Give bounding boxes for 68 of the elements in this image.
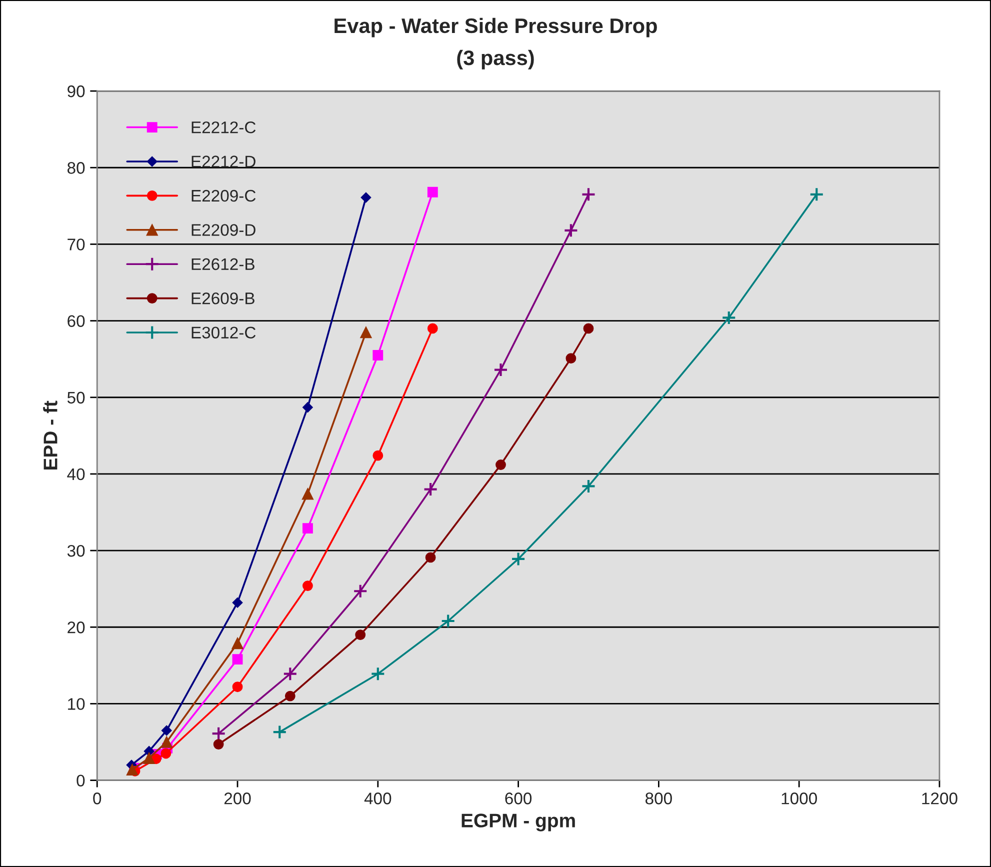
y-tick-label: 60	[68, 315, 85, 327]
y-tick-label: 20	[68, 622, 85, 634]
point	[427, 323, 438, 334]
point	[355, 630, 366, 640]
chart-title: Evap - Water Side Pressure Drop	[334, 18, 657, 38]
y-tick-label: 10	[68, 698, 85, 710]
point	[126, 764, 138, 776]
point	[370, 666, 386, 682]
x-tick-label: 400	[364, 792, 392, 804]
point	[566, 353, 576, 364]
point	[302, 580, 313, 591]
point	[360, 326, 372, 338]
legend-label: E2612-B	[192, 258, 254, 270]
point	[161, 725, 172, 736]
legend-label: E3012-C	[192, 326, 256, 338]
point	[372, 350, 384, 360]
point	[581, 187, 596, 202]
point	[302, 402, 313, 413]
point	[160, 736, 173, 748]
y-tick-label: 40	[67, 468, 85, 480]
legend-label: E2609-B	[192, 292, 254, 304]
point	[722, 310, 736, 326]
y-tick-label: 90	[68, 85, 85, 98]
x-tick-label: 600	[505, 792, 532, 804]
point	[213, 739, 224, 750]
y-axis-title: EPD - ft	[43, 400, 58, 470]
x-tick-label: 800	[646, 792, 672, 804]
x-axis-title: EGPM - gpm	[462, 814, 575, 832]
x-tick-label: 200	[224, 792, 251, 804]
point	[360, 192, 372, 203]
legend-label: E2209-D	[192, 224, 256, 236]
x-tick-label: 1000	[782, 792, 817, 804]
point	[353, 584, 368, 598]
point	[440, 614, 456, 628]
point	[496, 460, 506, 470]
y-tick-label: 70	[68, 238, 85, 250]
point	[583, 323, 594, 334]
point	[232, 682, 243, 692]
point	[272, 724, 287, 740]
point	[282, 666, 298, 682]
point	[302, 488, 314, 500]
y-tick-label: 50	[67, 392, 85, 404]
point	[564, 223, 578, 238]
point	[372, 450, 384, 461]
point	[232, 637, 244, 650]
point	[302, 523, 313, 534]
x-tick-label: 0	[93, 792, 102, 804]
point	[284, 690, 296, 702]
point	[581, 478, 596, 494]
x-tick-label: 1200	[922, 792, 958, 804]
y-tick-label: 80	[68, 162, 85, 174]
point	[143, 752, 155, 764]
point	[211, 726, 226, 741]
y-tick-label: 0	[76, 774, 85, 787]
point	[425, 552, 436, 563]
point	[511, 552, 526, 566]
point	[160, 748, 172, 759]
legend-label: E2212-D	[192, 156, 256, 168]
point	[809, 187, 824, 202]
legend-label: E2209-C	[192, 190, 256, 202]
point	[427, 186, 438, 198]
point	[493, 362, 508, 378]
point	[232, 597, 243, 608]
point	[423, 482, 438, 497]
y-tick-label: 30	[67, 544, 85, 557]
point	[232, 654, 243, 665]
legend-label: E2212-C	[192, 121, 256, 134]
chart-subtitle: (3 pass)	[457, 50, 534, 70]
